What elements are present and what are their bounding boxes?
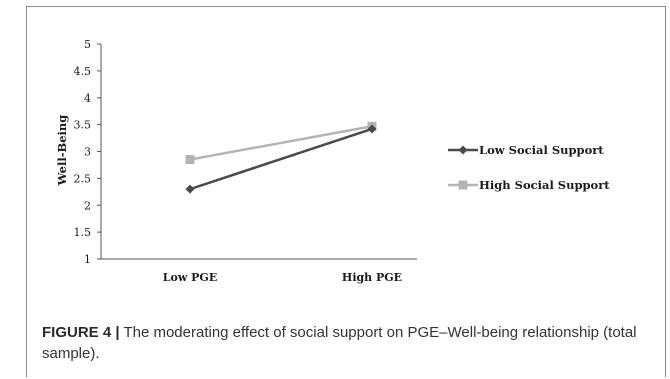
y-tick-label: 3.5 <box>74 119 92 132</box>
series-line <box>189 125 373 161</box>
x-tick-label: High PGE <box>342 271 402 284</box>
y-tick-label: 1.5 <box>74 226 92 239</box>
data-point <box>367 124 377 134</box>
y-tick-label: 1 <box>84 253 91 266</box>
y-tick-label: 3 <box>84 146 91 159</box>
y-tick-label: 2 <box>84 199 91 212</box>
y-axis-label: Well-Being <box>55 115 69 187</box>
legend-marker <box>458 145 468 155</box>
data-point <box>185 184 195 194</box>
legend-label: High Social Support <box>479 178 610 192</box>
y-tick-label: 4.5 <box>74 65 92 78</box>
data-point <box>185 155 195 165</box>
chart: 1 1.5 2 2.5 3 3.5 4 4.5 5 Low PGE High PGE Well-B… <box>55 38 610 284</box>
caption-text: The moderating effect of social support … <box>42 324 637 362</box>
x-tick-label: Low PGE <box>163 271 217 284</box>
y-tick-label: 5 <box>84 38 91 51</box>
series-line <box>189 127 373 191</box>
figure-frame <box>26 6 666 377</box>
y-tick-label: 4 <box>84 92 91 105</box>
caption-label: FIGURE 4 | <box>42 324 120 341</box>
legend-label: Low Social Support <box>479 143 604 157</box>
legend-marker <box>458 180 468 190</box>
figure-caption: FIGURE 4 | The moderating effect of soci… <box>42 322 642 364</box>
y-tick-label: 2.5 <box>74 172 92 185</box>
